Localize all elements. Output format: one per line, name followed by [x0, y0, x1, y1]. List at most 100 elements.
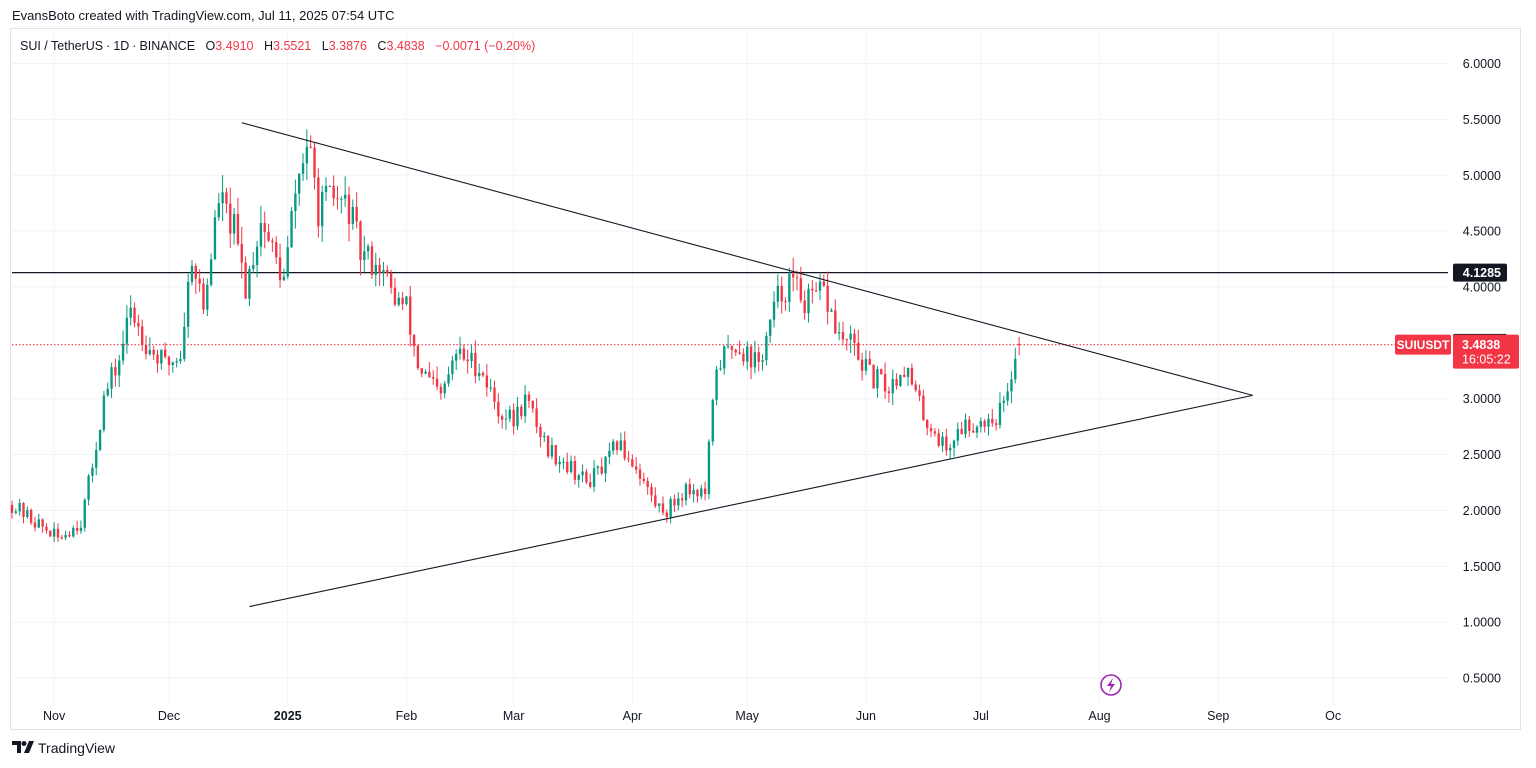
- candle-body: [14, 511, 18, 513]
- candle-body: [926, 420, 929, 429]
- candle: [458, 336, 462, 360]
- candle-body: [734, 349, 737, 353]
- candle-body: [397, 297, 400, 305]
- price-tag-bg: [1453, 334, 1519, 369]
- candle: [409, 285, 412, 347]
- candle: [512, 403, 515, 435]
- candle: [298, 173, 301, 206]
- candle: [209, 253, 213, 287]
- candle: [45, 523, 48, 534]
- candle: [351, 199, 354, 230]
- candle-body: [320, 191, 324, 227]
- candle-body: [225, 192, 228, 204]
- candle: [769, 319, 772, 343]
- candle-body: [723, 346, 726, 369]
- candle: [343, 176, 347, 207]
- candle-body: [968, 419, 971, 431]
- candle: [267, 223, 270, 243]
- candle: [864, 349, 868, 375]
- candle-body: [37, 519, 40, 528]
- tradingview-logo-icon: [12, 740, 34, 756]
- candle: [650, 483, 653, 503]
- legend-interval: 1D: [113, 39, 130, 53]
- candle: [960, 421, 963, 435]
- candle: [382, 261, 385, 287]
- candle-body: [592, 468, 596, 487]
- candle: [320, 185, 324, 243]
- lightning-icon[interactable]: [1100, 674, 1122, 696]
- candle-body: [646, 480, 649, 488]
- candle-body: [707, 441, 711, 495]
- candle: [933, 428, 937, 437]
- candle: [634, 457, 638, 474]
- candle-body: [1010, 379, 1013, 392]
- candle-body: [198, 278, 201, 284]
- y-tick-label: 2.0000: [1463, 504, 1501, 518]
- candle-body: [703, 488, 707, 495]
- candle: [336, 185, 339, 210]
- chart-attribution: EvansBoto created with TradingView.com, …: [12, 8, 395, 23]
- candle-body: [435, 378, 439, 387]
- symbol-tag-text: SUIUSDT: [1397, 338, 1450, 352]
- candle-body: [125, 317, 129, 344]
- candle-body: [33, 522, 37, 528]
- candle-body: [634, 466, 638, 470]
- candle-body: [814, 290, 818, 292]
- candle: [41, 518, 44, 533]
- candle: [271, 238, 274, 252]
- candle-body: [994, 423, 998, 425]
- candle: [75, 520, 79, 535]
- candle: [592, 460, 596, 492]
- candle-body: [114, 367, 117, 376]
- candle: [328, 185, 332, 187]
- candle: [22, 502, 25, 524]
- candle-body: [179, 358, 182, 362]
- candle: [968, 416, 971, 437]
- candle-body: [206, 284, 209, 310]
- candle: [788, 267, 791, 313]
- candle-body: [791, 273, 795, 278]
- candle-body: [236, 214, 240, 244]
- candle-body: [171, 362, 175, 366]
- candle-body: [864, 358, 868, 371]
- legend-symbol[interactable]: SUI / TetherUS: [20, 39, 104, 53]
- candle: [163, 342, 167, 359]
- candle-body: [937, 433, 940, 446]
- candle-body: [623, 440, 626, 459]
- candle-body: [420, 368, 423, 374]
- candle: [255, 240, 259, 278]
- candle: [585, 468, 588, 485]
- candle-body: [374, 264, 377, 275]
- candle: [696, 489, 699, 503]
- candle-body: [133, 307, 136, 323]
- candle: [535, 398, 538, 434]
- candle: [860, 352, 864, 381]
- candle-body: [765, 335, 768, 361]
- candle-body: [110, 367, 113, 389]
- candle-body: [657, 503, 661, 507]
- candle: [887, 386, 891, 403]
- ascending-trendline: [249, 394, 1253, 608]
- grid-layer: [12, 30, 1448, 706]
- candle-body: [305, 146, 309, 164]
- candle-body: [531, 400, 534, 409]
- candle-body: [428, 371, 431, 378]
- candle: [516, 397, 519, 431]
- candle-body: [696, 489, 699, 497]
- candle: [363, 235, 366, 273]
- legend-exchange: BINANCE: [139, 39, 196, 53]
- candle-body: [232, 214, 236, 234]
- candle: [562, 457, 565, 470]
- candle-body: [194, 266, 197, 279]
- candle: [753, 340, 757, 374]
- candle: [439, 383, 443, 400]
- candle: [914, 380, 917, 393]
- candle-body: [711, 400, 714, 442]
- candle-body: [585, 471, 588, 483]
- candle: [876, 365, 879, 398]
- candle-body: [665, 512, 669, 517]
- legend-low-label: L: [321, 39, 329, 53]
- candle-body: [343, 194, 347, 199]
- legend-change: −0.0071 (−0.20%): [435, 39, 536, 53]
